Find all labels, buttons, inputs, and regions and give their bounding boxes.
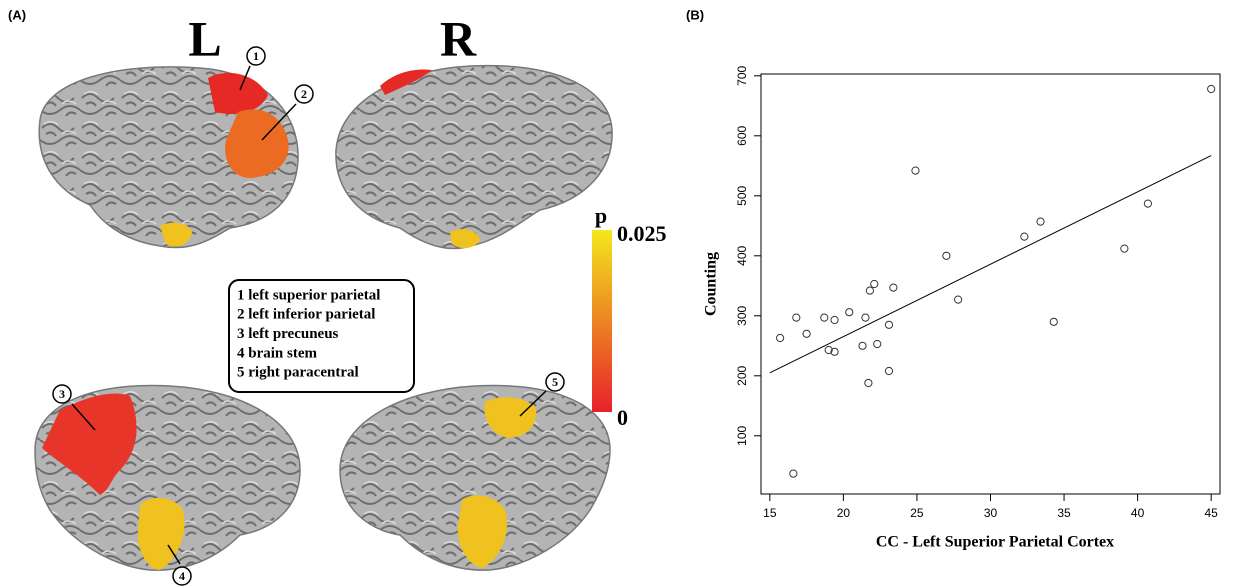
callout-circle (294, 84, 314, 104)
point (1049, 317, 1058, 326)
point (1207, 84, 1216, 94)
point (845, 308, 854, 317)
region (450, 229, 480, 249)
region (484, 397, 537, 438)
callout-number: 5 (552, 375, 558, 389)
legend-entry: 1 left superior parietal (237, 287, 380, 303)
point (889, 283, 898, 292)
point (824, 345, 833, 355)
y-tick-label: 200 (735, 365, 749, 385)
y-tick-label: 100 (735, 425, 749, 445)
plot-frame (760, 73, 1221, 495)
point (830, 315, 839, 325)
point (1120, 244, 1129, 253)
point (789, 469, 798, 478)
panel-label: (A) (8, 7, 26, 22)
brain-surface (335, 64, 613, 250)
point (830, 347, 839, 356)
x-tick-label: 45 (1204, 506, 1218, 520)
legend-entry: 4 brain stem (237, 345, 318, 361)
brain-surface (339, 384, 611, 571)
point (884, 366, 894, 376)
legend-entry: 5 right paracentral (237, 365, 359, 381)
trend-line (769, 155, 1212, 374)
point (820, 313, 829, 322)
y-tick-label: 300 (735, 305, 749, 325)
point (802, 329, 811, 338)
callout-number: 3 (59, 387, 65, 401)
point (1020, 232, 1029, 241)
region (42, 393, 137, 495)
callout-lines (71, 65, 547, 565)
legend-entry: 2 left inferior parietal (237, 307, 375, 323)
legend-entry: 3 left precuneus (237, 326, 339, 342)
point (942, 251, 951, 260)
legend-box (228, 279, 415, 393)
hemisphere-label: R (440, 10, 477, 66)
x-tick-label: 25 (910, 506, 924, 520)
y-tick-label: 400 (735, 245, 749, 265)
y-tick-label: 500 (735, 185, 749, 205)
y-tick-label: 600 (735, 125, 749, 145)
point (858, 341, 867, 350)
panel-label: (B) (686, 7, 704, 22)
callout-number: 4 (179, 569, 185, 583)
callout-circle (52, 384, 72, 404)
y-tick-label: 700 (735, 65, 749, 85)
callout-circle (545, 372, 565, 392)
colorbar-tick-label: 0.025 (617, 221, 667, 246)
point (792, 313, 801, 322)
point (873, 339, 882, 349)
point (776, 333, 785, 343)
callout-circle (172, 566, 192, 586)
point (861, 313, 870, 322)
point (864, 378, 873, 388)
region (225, 109, 289, 178)
point (865, 286, 874, 295)
region (208, 72, 268, 115)
y-axis-label: Counting (703, 252, 720, 316)
point (884, 320, 894, 329)
callout-circle (246, 46, 266, 66)
callout-number: 2 (301, 87, 307, 101)
point (870, 279, 879, 289)
region (160, 222, 192, 247)
x-tick-label: 20 (837, 506, 851, 520)
x-tick-label: 35 (1057, 506, 1071, 520)
x-tick-label: 15 (763, 506, 777, 520)
point (954, 295, 963, 304)
callout-number: 1 (253, 49, 259, 63)
colorbar (592, 230, 612, 412)
point (911, 166, 920, 175)
colorbar-title: p (595, 203, 607, 228)
x-tick-label: 40 (1131, 506, 1145, 520)
point (1143, 199, 1153, 208)
hemisphere-label: L (188, 10, 221, 66)
region (380, 69, 432, 95)
x-axis-label: CC - Left Superior Parietal Cortex (876, 534, 1114, 551)
x-tick-label: 30 (984, 506, 998, 520)
region (457, 495, 508, 568)
point (1036, 217, 1045, 226)
colorbar-tick-label: 0 (617, 405, 628, 430)
